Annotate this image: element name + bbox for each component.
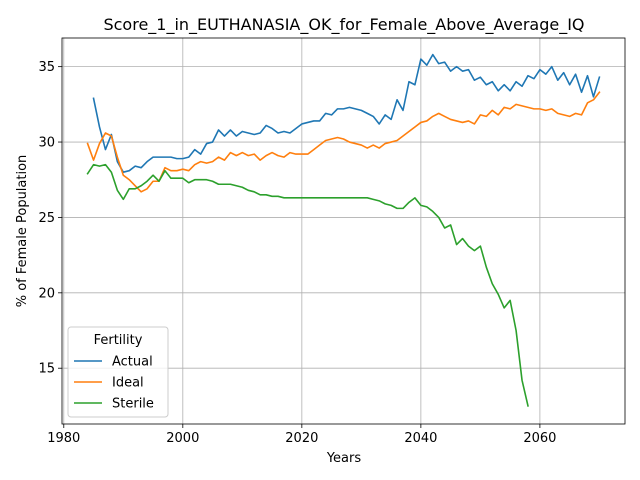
chart-title: Score_1_in_EUTHANASIA_OK_for_Female_Abov… <box>103 15 584 35</box>
y-axis-label: % of Female Population <box>15 155 30 308</box>
x-axis-label: Years <box>326 451 362 466</box>
series-lines <box>86 53 601 407</box>
y-tick-label: 35 <box>38 60 55 75</box>
legend-label-actual: Actual <box>112 355 153 370</box>
axis-ticks: 1980 2000 2020 2040 2060 15 20 25 30 35 <box>38 60 556 446</box>
x-tick-label: 2040 <box>404 431 437 446</box>
y-tick-label: 20 <box>38 286 55 301</box>
legend-title: Fertility <box>94 333 143 348</box>
series-line-actual <box>92 53 601 173</box>
legend: Fertility Actual Ideal Sterile <box>67 326 169 418</box>
series-line-ideal <box>86 91 601 193</box>
x-tick-label: 1980 <box>47 431 80 446</box>
plot-frame <box>61 37 626 425</box>
legend-box <box>67 326 169 418</box>
y-tick-label: 25 <box>38 211 55 226</box>
y-tick-label: 15 <box>38 362 55 377</box>
legend-entries: Actual Ideal Sterile <box>74 355 154 412</box>
legend-label-sterile: Sterile <box>112 397 154 412</box>
x-tick-label: 2020 <box>285 431 318 446</box>
x-tick-label: 2000 <box>166 431 199 446</box>
y-tick-label: 30 <box>38 136 55 151</box>
legend-label-ideal: Ideal <box>112 376 144 391</box>
x-tick-label: 2060 <box>523 431 556 446</box>
grid <box>62 38 625 424</box>
series-line-sterile <box>86 163 529 407</box>
